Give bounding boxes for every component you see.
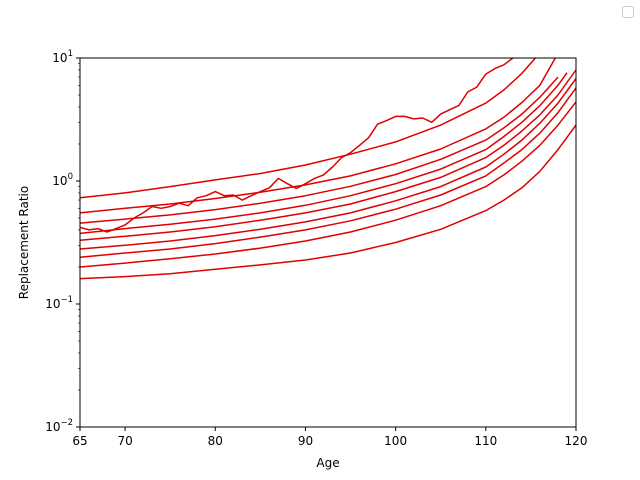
x-tick-label: 70 — [117, 434, 132, 448]
x-tick-label: 110 — [474, 434, 497, 448]
series-line-1 — [80, 124, 576, 280]
series-line-9 — [80, 58, 536, 199]
series-line-7 — [80, 76, 559, 224]
plot-frame — [79, 57, 577, 428]
series-line-5 — [80, 69, 576, 241]
series-layer — [80, 58, 576, 280]
x-tick-label: 65 — [72, 434, 87, 448]
series-line-3 — [80, 87, 576, 258]
x-axis: 65 70 80 90 100 110 120 — [72, 427, 587, 448]
x-tick-label: 100 — [384, 434, 407, 448]
series-line-10 — [80, 58, 514, 233]
y-axis-label: Replacement Ratio — [17, 186, 31, 299]
y-tick-label: 101 — [52, 49, 73, 65]
series-line-2 — [80, 101, 576, 268]
x-tick-label: 90 — [298, 434, 313, 448]
y-axis: 10−2 10−1 100 101 — [45, 49, 80, 434]
y-tick-label: 10−2 — [45, 418, 73, 434]
legend-box — [622, 6, 634, 18]
series-line-6 — [80, 72, 568, 235]
x-tick-label: 120 — [565, 434, 588, 448]
series-line-4 — [80, 78, 576, 250]
y-tick-label: 10−1 — [45, 295, 73, 311]
x-axis-label: Age — [316, 456, 339, 470]
y-tick-label: 100 — [52, 172, 73, 188]
x-tick-label: 80 — [208, 434, 223, 448]
